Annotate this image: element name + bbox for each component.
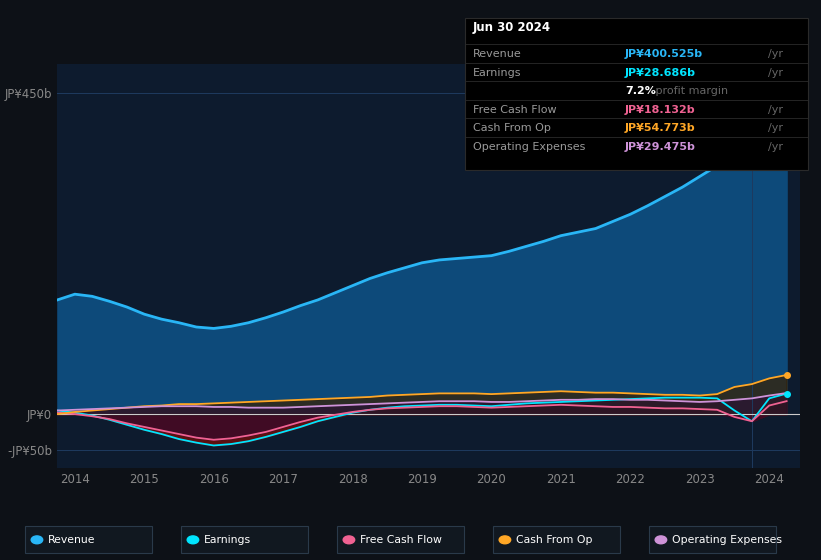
Text: Cash From Op: Cash From Op — [473, 123, 551, 133]
Text: 7.2%: 7.2% — [625, 86, 656, 96]
Text: Free Cash Flow: Free Cash Flow — [360, 535, 442, 545]
Text: /yr: /yr — [768, 49, 783, 59]
Text: JP¥29.475b: JP¥29.475b — [625, 142, 695, 152]
Text: JP¥400.525b: JP¥400.525b — [625, 49, 703, 59]
Text: JP¥18.132b: JP¥18.132b — [625, 105, 695, 115]
Text: /yr: /yr — [768, 142, 783, 152]
Text: Earnings: Earnings — [473, 68, 521, 78]
Text: Free Cash Flow: Free Cash Flow — [473, 105, 557, 115]
Text: /yr: /yr — [768, 105, 783, 115]
Text: Jun 30 2024: Jun 30 2024 — [473, 21, 551, 35]
Text: Operating Expenses: Operating Expenses — [672, 535, 782, 545]
Text: /yr: /yr — [768, 123, 783, 133]
Text: /yr: /yr — [768, 68, 783, 78]
Text: JP¥54.773b: JP¥54.773b — [625, 123, 695, 133]
Text: profit margin: profit margin — [652, 86, 728, 96]
Text: Cash From Op: Cash From Op — [516, 535, 592, 545]
Text: Revenue: Revenue — [48, 535, 95, 545]
Text: Revenue: Revenue — [473, 49, 521, 59]
Text: Operating Expenses: Operating Expenses — [473, 142, 585, 152]
Text: JP¥28.686b: JP¥28.686b — [625, 68, 695, 78]
Text: Earnings: Earnings — [204, 535, 250, 545]
